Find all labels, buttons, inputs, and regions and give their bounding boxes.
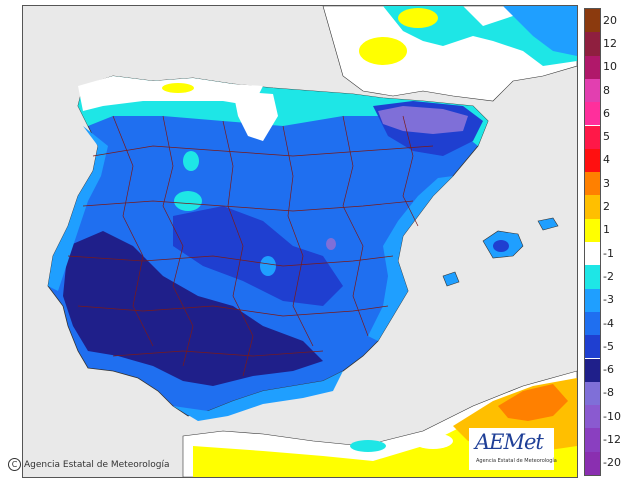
pyrenees-purple: [378, 106, 468, 134]
africa-blue-patch: [350, 440, 386, 452]
portugal-coast: [48, 126, 108, 291]
france-yellow-top: [398, 8, 438, 28]
color-legend: [584, 8, 601, 476]
legend-swatch: [585, 405, 600, 429]
legend-swatch: [585, 32, 600, 56]
north-white-strip: [78, 76, 263, 111]
duero-cyan: [174, 191, 202, 211]
legend-label: -20: [603, 456, 621, 470]
logo-subtitle: Agencia Estatal de Meteorología: [476, 458, 557, 464]
legend-swatch: [585, 265, 600, 289]
legend-label: 4: [603, 153, 610, 167]
legend-label: 10: [603, 60, 617, 74]
legend-label: 12: [603, 36, 617, 50]
legend-swatch: [585, 55, 600, 79]
legend-swatch: [585, 428, 600, 452]
legend-label: 6: [603, 106, 610, 120]
copyright-icon: C: [8, 458, 21, 471]
legend-swatch: [585, 9, 600, 33]
legend-label: 8: [603, 83, 610, 97]
legend-swatch: [585, 125, 600, 149]
ibiza: [442, 271, 460, 287]
south-coast-band: [173, 371, 343, 421]
aemet-logo: AEMet Agencia Estatal de Meteorología: [469, 428, 557, 470]
legend-swatch: [585, 172, 600, 196]
legend-swatch: [585, 451, 600, 475]
legend-swatch: [585, 335, 600, 359]
legend-label: 3: [603, 176, 610, 190]
cantabria-white: [233, 91, 278, 141]
legend-label: -8: [603, 386, 614, 400]
legend-label: -10: [603, 409, 621, 423]
legend-swatch: [585, 311, 600, 336]
logo-name: AEMet: [475, 430, 544, 454]
legend-swatch: [585, 102, 600, 126]
legend-label: 1: [603, 223, 610, 237]
leon-cyan: [183, 151, 199, 171]
legend-label: -3: [603, 293, 614, 307]
province-borders: [67, 115, 434, 377]
legend-swatch: [585, 78, 600, 103]
southwest-deep: [63, 231, 323, 386]
central-purple: [326, 238, 336, 250]
copyright-text: Agencia Estatal de Meteorología: [24, 459, 170, 470]
legend-label: -4: [603, 316, 614, 330]
africa-orange: [498, 384, 568, 421]
temperature-anomaly-map: [22, 5, 578, 478]
legend-label: -6: [603, 363, 614, 377]
legend-swatch: [585, 148, 600, 173]
legend-label: 2: [603, 200, 610, 214]
legend-label: -1: [603, 246, 614, 260]
menorca: [537, 217, 559, 231]
legend-label: -12: [603, 433, 621, 447]
legend-swatch: [585, 242, 600, 266]
legend-swatch: [585, 358, 600, 382]
legend-label: -2: [603, 269, 614, 283]
copyright-notice: C Agencia Estatal de Meteorología: [8, 458, 170, 471]
france-yellow-patch: [359, 37, 407, 65]
central-deep: [173, 206, 343, 306]
legend-swatch: [585, 195, 600, 219]
legend-swatch: [585, 218, 600, 242]
cantabria-yellow: [162, 83, 194, 93]
legend-swatch: [585, 381, 600, 406]
africa-white-patch: [413, 433, 453, 449]
map-canvas: [23, 6, 577, 477]
centro-cyan: [260, 256, 276, 276]
east-coast-band: [368, 176, 453, 341]
mallorca-core: [493, 240, 509, 252]
legend-swatch: [585, 288, 600, 312]
legend-label: 5: [603, 130, 610, 144]
france-blue-deep: [503, 6, 577, 56]
legend-label: -5: [603, 339, 614, 353]
legend-label: 20: [603, 13, 617, 27]
